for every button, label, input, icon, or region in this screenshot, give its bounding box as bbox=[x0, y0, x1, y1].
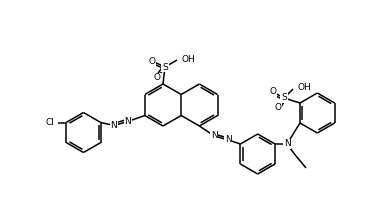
Text: N: N bbox=[284, 140, 290, 148]
Text: O: O bbox=[153, 73, 161, 82]
Text: N: N bbox=[225, 135, 232, 144]
Text: N: N bbox=[124, 117, 131, 126]
Text: Cl: Cl bbox=[45, 118, 54, 127]
Text: S: S bbox=[281, 94, 287, 102]
Text: N: N bbox=[110, 121, 117, 130]
Text: O: O bbox=[274, 104, 282, 112]
Text: N: N bbox=[211, 131, 218, 141]
Text: OH: OH bbox=[181, 56, 195, 65]
Text: O: O bbox=[149, 56, 155, 66]
Text: O: O bbox=[270, 88, 277, 96]
Text: OH: OH bbox=[297, 82, 311, 92]
Text: S: S bbox=[162, 62, 168, 72]
